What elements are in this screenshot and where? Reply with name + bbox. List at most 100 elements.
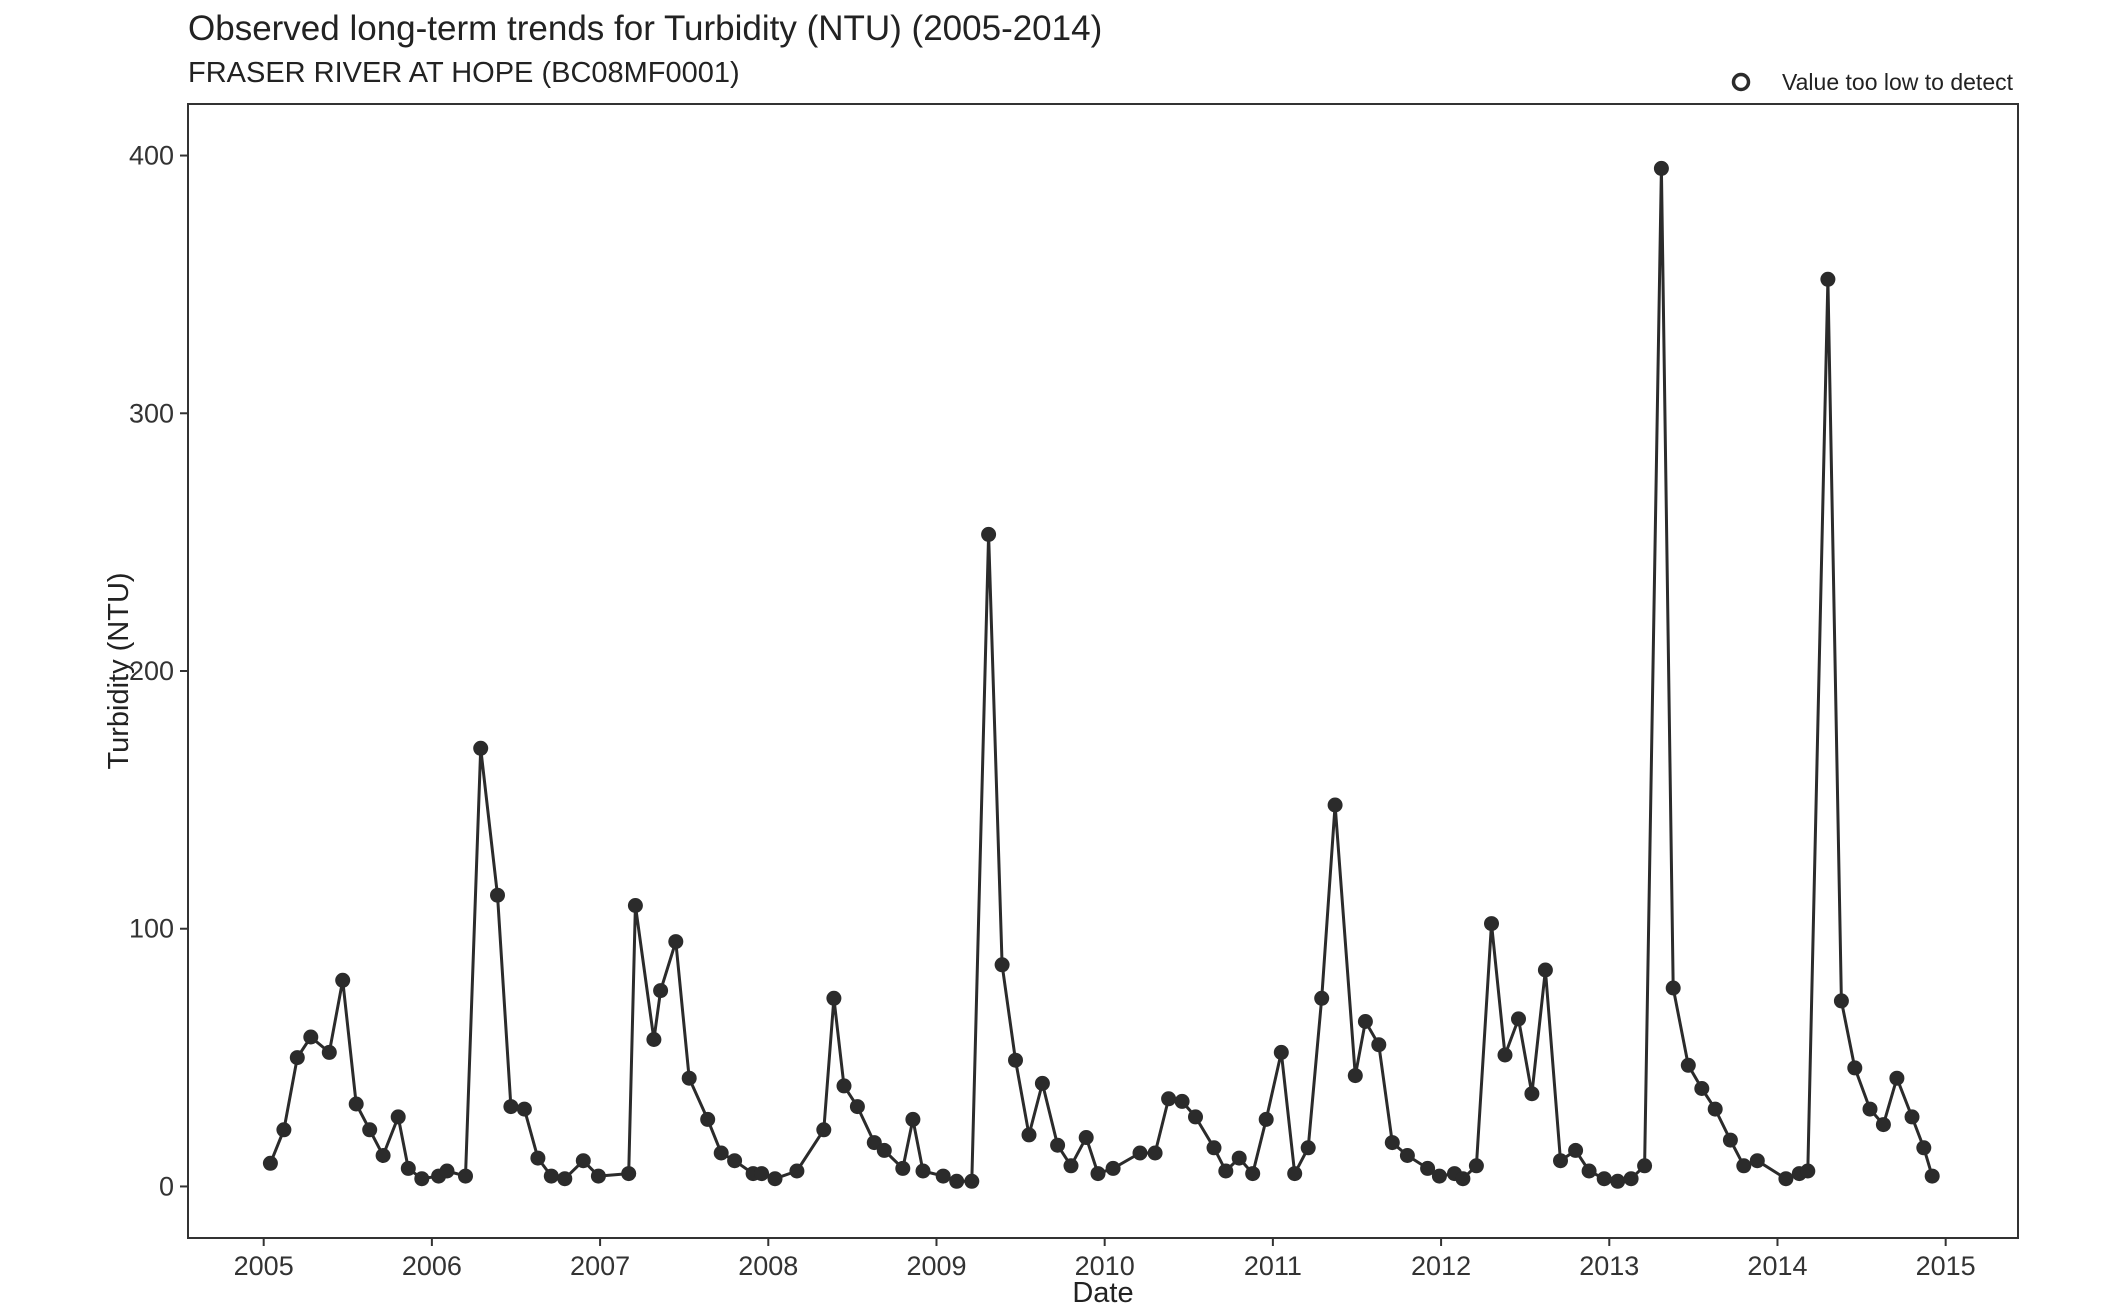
data-point — [627, 898, 643, 913]
x-axis-title: Date — [1072, 1277, 1133, 1309]
data-point — [1132, 1145, 1148, 1161]
data-point — [1455, 1171, 1471, 1187]
data-point — [473, 740, 489, 756]
series-layer — [262, 160, 1940, 1189]
data-point — [1431, 1168, 1447, 1184]
x-axis: 2005 2006 2007 2008 2009 2010 2011 2012 2013 2014… — [234, 1238, 1976, 1281]
data-point — [575, 1153, 591, 1169]
data-point — [981, 526, 997, 542]
data-point — [1694, 1081, 1710, 1096]
data-point — [646, 1032, 662, 1047]
x-tick-label: 2011 — [1244, 1251, 1302, 1281]
data-point — [1147, 1145, 1163, 1161]
data-point — [1707, 1101, 1723, 1117]
data-point — [1021, 1127, 1037, 1143]
data-point — [1245, 1166, 1261, 1182]
data-point — [1497, 1047, 1513, 1063]
data-point — [1665, 980, 1681, 996]
chart-subtitle: FRASER RIVER AT HOPE (BC08MF0001) — [188, 57, 740, 89]
data-point — [727, 1153, 743, 1169]
data-point — [1287, 1166, 1303, 1182]
data-point — [1623, 1171, 1639, 1187]
data-point — [516, 1101, 532, 1117]
data-point — [1420, 1160, 1436, 1176]
data-point — [1875, 1117, 1891, 1133]
data-point — [964, 1173, 980, 1189]
data-point — [590, 1168, 606, 1184]
data-point — [303, 1029, 319, 1045]
legend-open-circle-icon — [1731, 72, 1751, 92]
data-point — [1862, 1101, 1878, 1117]
data-point — [1206, 1140, 1222, 1156]
data-point — [262, 1155, 278, 1171]
data-point — [895, 1160, 911, 1176]
data-point — [1105, 1160, 1121, 1176]
x-tick-label: 2008 — [738, 1251, 798, 1281]
data-point — [1904, 1109, 1920, 1125]
data-point — [1231, 1150, 1247, 1166]
data-point — [754, 1166, 770, 1182]
data-point — [1327, 797, 1343, 813]
data-point — [1078, 1130, 1094, 1145]
data-point — [713, 1145, 729, 1161]
data-point — [1820, 271, 1836, 287]
data-point — [1273, 1044, 1289, 1060]
data-point — [816, 1122, 832, 1138]
data-point — [1511, 1011, 1526, 1027]
plot-panel — [187, 103, 2019, 1239]
data-point — [1736, 1158, 1752, 1174]
data-point — [789, 1163, 805, 1179]
data-point — [543, 1168, 559, 1184]
data-point — [1468, 1158, 1484, 1174]
data-point — [876, 1142, 892, 1158]
data-point — [1610, 1173, 1626, 1189]
data-point — [767, 1171, 783, 1187]
legend-label: Value too low to detect — [1782, 69, 2014, 95]
data-point — [321, 1044, 337, 1060]
data-point — [1008, 1052, 1023, 1068]
data-point — [1371, 1037, 1387, 1053]
y-axis-title: Turbidity (NTU) — [103, 572, 135, 769]
data-point — [668, 934, 684, 950]
series-line — [269, 166, 1934, 1183]
data-point — [490, 887, 505, 903]
data-point — [1063, 1158, 1079, 1174]
x-tick-label: 2006 — [402, 1251, 462, 1281]
x-tick-label: 2015 — [1916, 1251, 1976, 1281]
y-axis: 0 100 200 300 400 — [129, 141, 188, 1201]
x-tick-label: 2013 — [1579, 1251, 1639, 1281]
data-point — [1553, 1153, 1568, 1169]
chart-title: Observed long-term trends for Turbidity … — [188, 9, 1102, 48]
data-point — [1800, 1163, 1816, 1179]
data-point — [1218, 1163, 1234, 1179]
data-point — [1596, 1171, 1612, 1187]
data-point — [1637, 1158, 1653, 1174]
data-point — [1537, 962, 1553, 978]
x-tick-label: 2007 — [570, 1251, 630, 1281]
x-tick-label: 2014 — [1747, 1251, 1807, 1281]
data-point — [503, 1099, 519, 1115]
x-tick-label: 2009 — [906, 1251, 966, 1281]
y-tick-label: 300 — [129, 398, 174, 428]
data-point — [1889, 1070, 1905, 1086]
data-point — [390, 1109, 406, 1125]
legend: Value too low to detect — [1731, 69, 2014, 95]
data-point — [1188, 1109, 1203, 1125]
data-point — [458, 1168, 473, 1184]
data-point — [1161, 1091, 1177, 1107]
data-point — [1722, 1132, 1738, 1148]
data-point — [1384, 1135, 1400, 1151]
data-point — [700, 1111, 716, 1127]
data-point — [1314, 990, 1330, 1006]
data-point — [1778, 1171, 1794, 1187]
data-point — [375, 1148, 391, 1163]
data-point — [653, 983, 669, 999]
data-point — [826, 990, 842, 1006]
data-point — [681, 1070, 697, 1086]
data-point — [1090, 1166, 1106, 1182]
data-point — [1050, 1137, 1066, 1153]
data-point — [276, 1122, 292, 1138]
data-point — [1034, 1075, 1050, 1091]
data-point — [348, 1096, 364, 1112]
